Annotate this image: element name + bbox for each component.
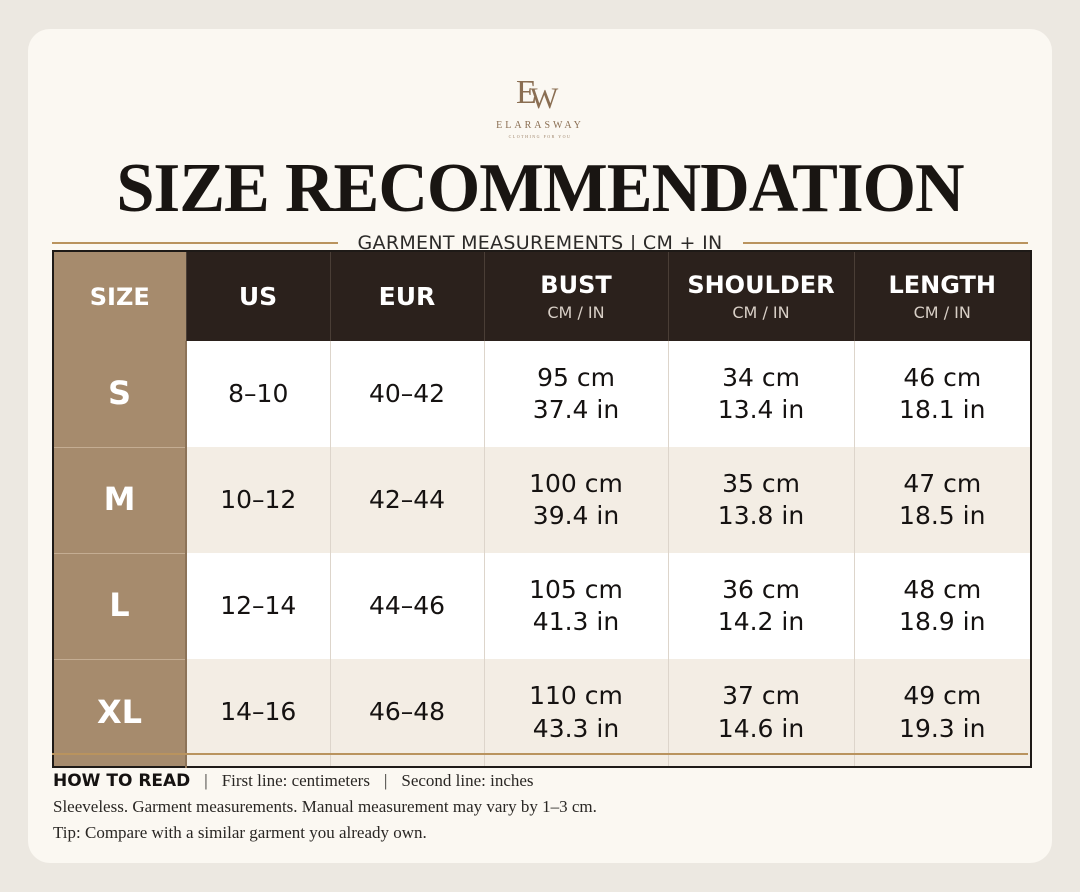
eur-cell: 44–46 (330, 553, 485, 660)
table-row: M 10–12 42–44 100 cm 39.4 in 35 cm 13.8 in… (53, 447, 1032, 554)
bust-cell: 100 cm 39.4 in (484, 447, 669, 554)
brand-name: ELARASWAY (496, 120, 584, 131)
table-header-row: SIZE US EUR BUST CM / IN SHOULDER CM / I… (53, 251, 1032, 341)
header-length: LENGTH CM / IN (854, 251, 1032, 341)
how-to-read-line: HOW TO READ | First line: centimeters | Seco… (53, 771, 534, 791)
divider-left (52, 242, 338, 244)
table-row: S 8–10 40–42 95 cm 37.4 in 34 cm 13.4 in 4… (53, 341, 1032, 448)
header-length-label: LENGTH (888, 271, 996, 299)
length-cell: 48 cm 18.9 in (854, 553, 1032, 660)
header-bust: BUST CM / IN (484, 251, 669, 341)
header-shoulder-label: SHOULDER (687, 271, 835, 299)
header-eur: EUR (330, 251, 485, 341)
us-cell: 14–16 (186, 659, 331, 767)
shoulder-cell: 34 cm 13.4 in (668, 341, 855, 448)
second-line-note: Second line: inches (401, 771, 534, 790)
disclaimer-note: Sleeveless. Garment measurements. Manual… (53, 797, 597, 816)
header-bust-unit: CM / IN (547, 303, 605, 322)
header-size: SIZE (53, 251, 187, 341)
subtitle: GARMENT MEASUREMENTS | CM + IN (357, 232, 723, 254)
subtitle-row: GARMENT MEASUREMENTS | CM + IN (52, 230, 1029, 256)
eur-cell: 40–42 (330, 341, 485, 448)
how-to-read-heading: HOW TO READ (53, 771, 191, 791)
size-cell: L (53, 553, 187, 660)
bottom-divider (52, 753, 1028, 755)
header-us: US (186, 251, 331, 341)
us-cell: 10–12 (186, 447, 331, 554)
length-cell: 49 cm 19.3 in (854, 659, 1032, 767)
length-cell: 47 cm 18.5 in (854, 447, 1032, 554)
size-cell: XL (53, 659, 187, 768)
bust-cell: 110 cm 43.3 in (484, 659, 669, 767)
eur-cell: 46–48 (330, 659, 485, 767)
header-shoulder-unit: CM / IN (732, 303, 790, 322)
table-row: L 12–14 44–46 105 cm 41.3 in 36 cm 14.2 in… (53, 553, 1032, 660)
brand-tagline: CLOTHING FOR YOU (508, 134, 572, 139)
size-table: SIZE US EUR BUST CM / IN SHOULDER CM / I… (52, 250, 1032, 768)
header-shoulder: SHOULDER CM / IN (668, 251, 855, 341)
bust-cell: 105 cm 41.3 in (484, 553, 669, 660)
length-cell: 46 cm 18.1 in (854, 341, 1032, 448)
reading-notes: HOW TO READ | First line: centimeters | Seco… (53, 768, 597, 846)
size-cell: S (53, 341, 187, 448)
first-line-note: First line: centimeters (221, 771, 370, 790)
us-cell: 8–10 (186, 341, 331, 448)
brand-logo: E W ELARASWAY CLOTHING FOR YOU (28, 74, 1052, 140)
page-title: SIZE RECOMMENDATION (116, 150, 964, 227)
header-length-unit: CM / IN (913, 303, 971, 322)
divider-right (742, 242, 1029, 244)
eur-cell: 42–44 (330, 447, 485, 554)
header-bust-label: BUST (540, 271, 612, 299)
shoulder-cell: 37 cm 14.6 in (668, 659, 855, 767)
table-row: XL 14–16 46–48 110 cm 43.3 in 37 cm 14.6 i… (53, 659, 1032, 768)
us-cell: 12–14 (186, 553, 331, 660)
shoulder-cell: 36 cm 14.2 in (668, 553, 855, 660)
tip-note: Tip: Compare with a similar garment you … (53, 823, 427, 842)
bust-cell: 95 cm 37.4 in (484, 341, 669, 448)
size-cell: M (53, 447, 187, 554)
shoulder-cell: 35 cm 13.8 in (668, 447, 855, 554)
monogram-icon: E W (516, 74, 559, 115)
size-chart-card: E W ELARASWAY CLOTHING FOR YOU SIZE RECO… (28, 29, 1052, 863)
